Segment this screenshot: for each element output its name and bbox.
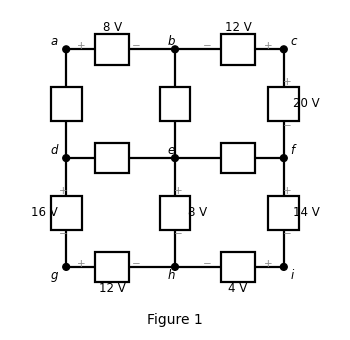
Text: −: − xyxy=(203,259,212,269)
Bar xyxy=(221,143,255,173)
Bar xyxy=(268,195,299,230)
Text: −: − xyxy=(59,229,68,239)
Text: 20 V: 20 V xyxy=(293,97,319,110)
Circle shape xyxy=(172,264,178,270)
Bar xyxy=(95,143,129,173)
Text: +: + xyxy=(77,41,86,51)
Bar xyxy=(221,252,255,282)
Bar xyxy=(51,195,82,230)
Bar xyxy=(160,87,190,121)
Bar xyxy=(95,34,129,65)
Circle shape xyxy=(63,155,70,162)
Text: +: + xyxy=(59,186,68,196)
Text: Figure 1: Figure 1 xyxy=(147,312,203,327)
Bar xyxy=(95,252,129,282)
Text: c: c xyxy=(290,35,297,48)
Circle shape xyxy=(280,46,287,53)
Text: d: d xyxy=(50,144,58,157)
Text: +: + xyxy=(282,186,291,196)
Text: b: b xyxy=(167,35,175,48)
Circle shape xyxy=(63,46,70,53)
Text: 8 V: 8 V xyxy=(103,21,122,34)
Text: +: + xyxy=(77,259,86,269)
Bar xyxy=(221,34,255,65)
Text: +: + xyxy=(174,186,182,196)
Text: +: + xyxy=(264,259,273,269)
Circle shape xyxy=(63,264,70,270)
Text: −: − xyxy=(282,121,291,131)
Bar xyxy=(51,87,82,121)
Text: 12 V: 12 V xyxy=(225,21,251,34)
Text: e: e xyxy=(167,144,175,157)
Circle shape xyxy=(280,264,287,270)
Text: −: − xyxy=(174,229,182,239)
Circle shape xyxy=(172,46,178,53)
Text: −: − xyxy=(132,41,140,51)
Text: 8 V: 8 V xyxy=(188,206,206,219)
Text: +: + xyxy=(282,76,291,87)
Circle shape xyxy=(172,155,178,162)
Text: 16 V: 16 V xyxy=(31,206,57,219)
Circle shape xyxy=(280,155,287,162)
Text: f: f xyxy=(290,144,295,157)
Text: −: − xyxy=(203,41,212,51)
Text: −: − xyxy=(282,229,291,239)
Bar xyxy=(268,87,299,121)
Text: +: + xyxy=(264,41,273,51)
Text: 14 V: 14 V xyxy=(293,206,319,219)
Text: −: − xyxy=(132,259,140,269)
Text: h: h xyxy=(167,269,175,282)
Bar xyxy=(160,195,190,230)
Text: a: a xyxy=(50,35,58,48)
Text: 12 V: 12 V xyxy=(99,283,125,295)
Text: g: g xyxy=(50,269,58,282)
Text: i: i xyxy=(290,269,294,282)
Text: 4 V: 4 V xyxy=(228,283,247,295)
